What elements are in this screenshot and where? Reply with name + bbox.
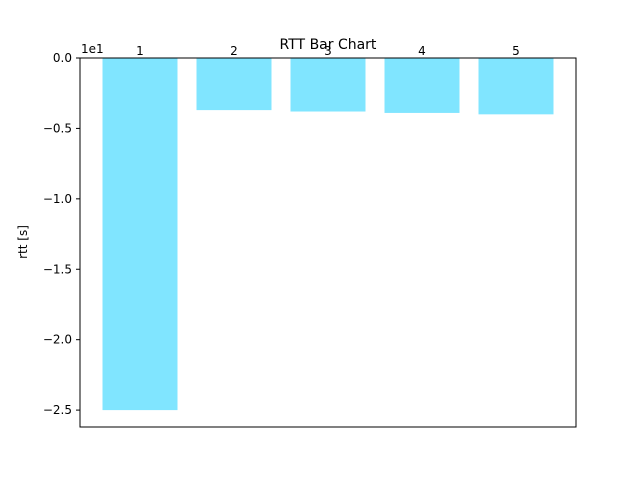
- y-tick-label: −1.5: [43, 262, 72, 276]
- bar-2: [196, 58, 272, 111]
- bar-5: [478, 58, 554, 115]
- bar-label-4: 4: [418, 44, 426, 58]
- y-tick-label: −1.0: [43, 192, 72, 206]
- y-tick-label: −0.5: [43, 121, 72, 135]
- bar-label-5: 5: [512, 44, 520, 58]
- y-axis-offset-label: 1e1: [81, 42, 104, 56]
- bar-1: [102, 58, 178, 411]
- y-axis-label: rtt [s]: [16, 225, 30, 259]
- chart-title: RTT Bar Chart: [280, 37, 377, 53]
- bar-label-1: 1: [136, 44, 144, 58]
- plot-frame: [79, 57, 577, 428]
- bar-label-3: 3: [324, 44, 332, 58]
- y-axis-ticks: 0.0 −0.5 −1.0 −1.5 −2.0 −2.5: [43, 51, 80, 417]
- y-tick-label: −2.5: [43, 403, 72, 417]
- bar-4: [384, 58, 460, 113]
- y-tick-label: 0.0: [53, 51, 72, 65]
- bar-labels-group: 1 2 3 4 5: [136, 44, 520, 58]
- bars-group: [102, 58, 554, 411]
- bar-3: [290, 58, 366, 112]
- y-tick-label: −2.0: [43, 333, 72, 347]
- bar-label-2: 2: [230, 44, 238, 58]
